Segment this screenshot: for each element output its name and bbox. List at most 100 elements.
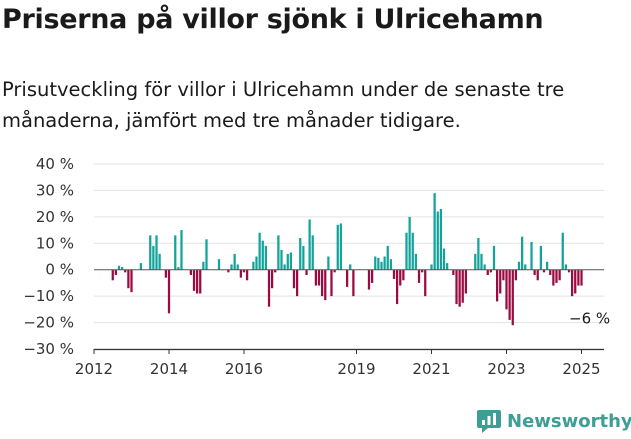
bar (564, 264, 567, 270)
bar (261, 240, 264, 270)
bar (330, 269, 333, 297)
bar (536, 269, 539, 281)
bar (258, 232, 261, 270)
newsworthy-logo-icon (477, 410, 501, 433)
bar (327, 256, 330, 270)
bar (217, 259, 221, 270)
bar (542, 269, 546, 273)
bar (274, 269, 277, 273)
bar (477, 238, 480, 270)
bar (402, 269, 405, 281)
bar (317, 269, 321, 286)
bar (461, 269, 464, 303)
bar (514, 269, 517, 281)
bar (167, 269, 171, 314)
y-tick-label: 0 % (45, 261, 74, 279)
bar (424, 269, 427, 297)
y-tick-label: −20 % (23, 314, 74, 332)
y-tick-label: 30 % (36, 181, 74, 199)
bar (346, 269, 349, 287)
bar (389, 259, 393, 270)
bar (430, 264, 433, 270)
bar-series (111, 193, 583, 326)
bar (283, 264, 286, 270)
bar (242, 269, 246, 273)
bar (230, 264, 233, 270)
bar (458, 269, 461, 307)
bar (499, 269, 502, 294)
bar (377, 257, 380, 270)
y-tick-label: 20 % (36, 208, 74, 226)
bar (199, 269, 202, 294)
bar (299, 238, 302, 270)
bar (511, 269, 514, 326)
bar (155, 235, 158, 270)
y-tick-label: −10 % (23, 287, 74, 305)
bar (421, 269, 424, 273)
bar (524, 264, 527, 270)
bar (196, 269, 199, 294)
y-tick-label: 10 % (36, 234, 74, 252)
y-axis-ticks: 40 % 30 % 20 % 10 % 0 % −10 % −20 % −30 % (23, 155, 74, 358)
bar (280, 249, 283, 270)
bar (252, 261, 255, 270)
bar (314, 269, 318, 286)
bar (124, 269, 127, 273)
bar (474, 253, 477, 270)
bar (289, 252, 292, 270)
bar (580, 269, 583, 286)
bar (352, 269, 355, 297)
bar (386, 245, 389, 270)
bar (114, 269, 117, 275)
bar (192, 269, 196, 291)
bar (174, 235, 177, 270)
x-tick-label: 2014 (150, 360, 188, 378)
bar (392, 269, 396, 279)
bar (149, 235, 152, 270)
bar (464, 269, 468, 294)
bar (517, 261, 521, 270)
bar (433, 193, 436, 270)
bar (320, 269, 324, 297)
bar (371, 269, 374, 283)
x-axis (94, 269, 604, 351)
bar (539, 245, 543, 270)
bar (408, 216, 411, 270)
bar (502, 269, 505, 281)
bar (549, 269, 552, 275)
bar (571, 269, 574, 297)
brand-name: Newsworthy (507, 410, 631, 432)
bar (442, 248, 446, 270)
bar (405, 232, 408, 270)
bar (180, 230, 183, 270)
bar (296, 269, 299, 297)
bar (127, 269, 130, 289)
bar (177, 267, 180, 270)
bar (455, 269, 458, 305)
bar (489, 269, 492, 273)
newsworthy-logo[interactable]: Newsworthy (476, 408, 631, 434)
bar (302, 245, 305, 270)
bar (305, 269, 308, 275)
bar (267, 269, 271, 307)
y-tick-label: 40 % (36, 155, 74, 173)
bar (205, 239, 208, 270)
x-tick-label: 2012 (75, 360, 113, 378)
bar (292, 269, 296, 289)
x-tick-label: 2025 (562, 360, 600, 378)
bar (121, 267, 124, 270)
bar (233, 253, 236, 270)
bar (545, 261, 549, 270)
bar (417, 269, 421, 283)
bar (439, 208, 442, 270)
bar (552, 269, 555, 286)
bar (561, 232, 564, 270)
bar (577, 269, 580, 286)
bar (492, 245, 496, 270)
bar (574, 269, 577, 294)
bar (111, 269, 114, 281)
y-tick-label: −30 % (23, 340, 74, 358)
bar (521, 236, 524, 270)
bar (336, 224, 339, 270)
bar (117, 265, 121, 270)
